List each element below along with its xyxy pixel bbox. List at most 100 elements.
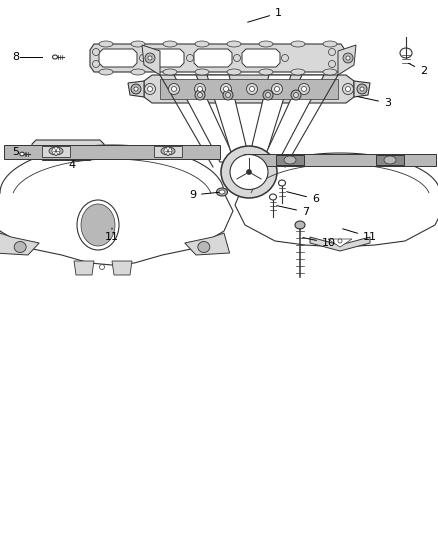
Ellipse shape <box>35 150 42 157</box>
Ellipse shape <box>163 41 177 47</box>
Text: 4: 4 <box>68 160 75 170</box>
Polygon shape <box>0 145 233 265</box>
Ellipse shape <box>99 41 113 47</box>
Ellipse shape <box>187 54 194 61</box>
Text: 9: 9 <box>189 190 219 200</box>
Ellipse shape <box>323 69 337 75</box>
Ellipse shape <box>81 204 115 246</box>
Polygon shape <box>248 75 291 162</box>
Ellipse shape <box>195 90 205 100</box>
Polygon shape <box>32 140 104 168</box>
Polygon shape <box>128 81 144 97</box>
Bar <box>4 145 220 159</box>
Ellipse shape <box>360 87 364 91</box>
Ellipse shape <box>219 190 225 194</box>
Ellipse shape <box>163 69 177 75</box>
Ellipse shape <box>269 194 276 200</box>
Text: 7: 7 <box>277 206 309 217</box>
Ellipse shape <box>343 53 353 63</box>
Ellipse shape <box>131 69 145 75</box>
Ellipse shape <box>226 93 230 98</box>
Ellipse shape <box>223 90 233 100</box>
Ellipse shape <box>134 87 138 91</box>
Polygon shape <box>185 233 230 255</box>
Ellipse shape <box>400 48 412 58</box>
Bar <box>42 146 70 157</box>
Ellipse shape <box>233 54 240 61</box>
Ellipse shape <box>49 147 63 155</box>
Bar <box>154 146 182 157</box>
Ellipse shape <box>282 54 289 61</box>
Ellipse shape <box>92 49 99 55</box>
Polygon shape <box>174 75 236 162</box>
Ellipse shape <box>194 84 205 94</box>
Ellipse shape <box>384 156 396 164</box>
Ellipse shape <box>227 69 241 75</box>
Bar <box>42 148 90 160</box>
Polygon shape <box>0 233 39 255</box>
Ellipse shape <box>227 41 241 47</box>
Ellipse shape <box>291 41 305 47</box>
Ellipse shape <box>293 93 299 98</box>
Ellipse shape <box>250 86 254 92</box>
Text: 2: 2 <box>409 63 427 76</box>
Ellipse shape <box>323 41 337 47</box>
Ellipse shape <box>198 86 202 92</box>
Ellipse shape <box>247 169 251 174</box>
Polygon shape <box>160 79 338 99</box>
Ellipse shape <box>346 56 350 60</box>
Polygon shape <box>310 237 370 251</box>
Ellipse shape <box>295 221 305 229</box>
Ellipse shape <box>275 86 279 92</box>
Polygon shape <box>328 239 352 247</box>
Ellipse shape <box>172 86 177 92</box>
Polygon shape <box>144 75 354 103</box>
Ellipse shape <box>223 86 229 92</box>
Ellipse shape <box>357 84 367 94</box>
Ellipse shape <box>145 84 155 94</box>
Ellipse shape <box>161 147 175 155</box>
Ellipse shape <box>299 84 310 94</box>
Ellipse shape <box>259 41 273 47</box>
Text: 6: 6 <box>287 192 319 204</box>
Polygon shape <box>74 261 94 275</box>
Text: 3: 3 <box>358 96 391 108</box>
Ellipse shape <box>198 93 202 98</box>
Ellipse shape <box>265 93 271 98</box>
Ellipse shape <box>14 241 26 253</box>
Text: 5: 5 <box>12 147 19 157</box>
Ellipse shape <box>52 147 60 155</box>
Ellipse shape <box>291 90 301 100</box>
Polygon shape <box>90 44 345 72</box>
Ellipse shape <box>343 84 353 94</box>
Bar <box>376 155 404 165</box>
Text: 11: 11 <box>343 229 377 242</box>
Ellipse shape <box>301 86 307 92</box>
Ellipse shape <box>328 61 336 68</box>
Ellipse shape <box>216 188 227 196</box>
Polygon shape <box>99 49 137 67</box>
Ellipse shape <box>139 54 146 61</box>
Ellipse shape <box>53 55 57 59</box>
Text: 1: 1 <box>247 8 282 22</box>
Ellipse shape <box>198 241 210 253</box>
Ellipse shape <box>279 180 286 186</box>
Ellipse shape <box>95 150 102 157</box>
Ellipse shape <box>221 146 277 198</box>
Polygon shape <box>242 49 280 67</box>
Ellipse shape <box>346 86 350 92</box>
Ellipse shape <box>92 61 99 68</box>
Ellipse shape <box>20 152 24 156</box>
Text: 11: 11 <box>105 228 119 242</box>
Ellipse shape <box>164 147 172 155</box>
Polygon shape <box>262 75 324 162</box>
Ellipse shape <box>230 155 268 190</box>
Ellipse shape <box>263 90 273 100</box>
Text: 10: 10 <box>303 238 336 248</box>
Ellipse shape <box>99 69 113 75</box>
Bar <box>276 155 304 165</box>
Ellipse shape <box>284 156 296 164</box>
Ellipse shape <box>145 53 155 63</box>
Ellipse shape <box>99 264 105 270</box>
Ellipse shape <box>195 41 209 47</box>
